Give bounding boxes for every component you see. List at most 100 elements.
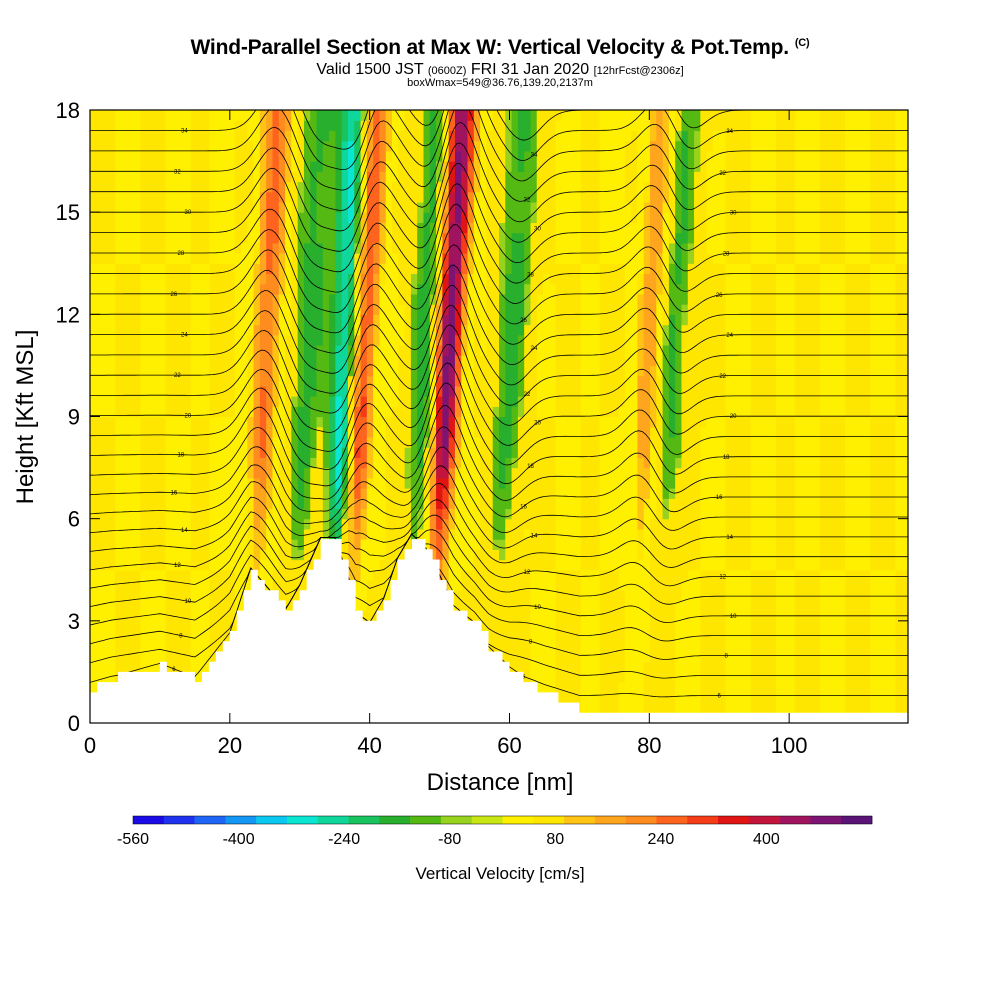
velocity-cell	[228, 385, 236, 397]
velocity-cell	[549, 620, 557, 632]
velocity-cell	[152, 569, 160, 581]
velocity-cell	[480, 344, 488, 356]
velocity-cell	[241, 201, 248, 213]
velocity-cell	[593, 222, 601, 234]
velocity-cell	[517, 631, 525, 642]
velocity-cell	[392, 201, 399, 213]
velocity-cell	[530, 130, 538, 142]
velocity-cell	[291, 539, 299, 550]
velocity-cell	[121, 365, 129, 377]
velocity-cell	[222, 324, 230, 336]
velocity-cell	[291, 559, 299, 571]
velocity-cell	[121, 406, 129, 418]
velocity-cell	[259, 508, 267, 520]
velocity-cell	[347, 355, 355, 367]
velocity-cell	[184, 426, 192, 438]
velocity-cell	[303, 365, 311, 377]
velocity-cell	[215, 457, 223, 469]
velocity-cell	[436, 304, 443, 315]
velocity-cell	[215, 242, 223, 254]
velocity-cell	[259, 334, 267, 346]
velocity-cell	[140, 569, 148, 581]
velocity-cell	[228, 314, 236, 326]
velocity-cell	[196, 365, 204, 377]
velocity-cell	[379, 181, 387, 193]
velocity-cell	[134, 457, 141, 469]
velocity-cell	[165, 651, 173, 663]
velocity-cell	[461, 365, 469, 377]
velocity-cell	[492, 140, 500, 152]
velocity-cell	[303, 385, 311, 397]
velocity-cell	[436, 273, 443, 285]
velocity-cell	[228, 436, 236, 448]
velocity-cell	[310, 314, 318, 326]
velocity-cell	[178, 191, 185, 203]
velocity-cell	[555, 396, 563, 407]
velocity-cell	[247, 559, 255, 571]
velocity-cell	[580, 293, 588, 305]
velocity-cell	[511, 232, 519, 244]
velocity-cell	[259, 253, 267, 264]
velocity-cell	[467, 528, 475, 540]
velocity-cell	[480, 191, 488, 203]
velocity-cell	[404, 436, 412, 448]
velocity-cell	[549, 549, 557, 561]
velocity-cell	[543, 600, 550, 612]
velocity-cell	[152, 651, 160, 663]
velocity-cell	[555, 651, 563, 663]
velocity-cell	[140, 661, 148, 673]
velocity-cell	[511, 344, 519, 356]
velocity-cell	[511, 304, 519, 315]
velocity-cell	[127, 201, 135, 213]
velocity-cell	[587, 641, 594, 653]
velocity-cell	[127, 569, 135, 581]
velocity-cell	[549, 212, 557, 223]
velocity-cell	[373, 314, 381, 326]
velocity-cell	[398, 242, 406, 254]
velocity-cell	[165, 396, 173, 407]
velocity-cell	[347, 477, 355, 489]
velocity-cell	[467, 508, 475, 520]
velocity-cell	[536, 488, 544, 499]
velocity-cell	[543, 518, 550, 530]
velocity-cell	[134, 549, 141, 561]
velocity-cell	[423, 232, 431, 244]
velocity-cell	[316, 232, 324, 244]
velocity-cell	[272, 242, 280, 254]
velocity-cell	[599, 150, 607, 162]
velocity-cell	[599, 355, 607, 367]
velocity-cell	[266, 212, 274, 223]
velocity-cell	[354, 283, 362, 295]
velocity-cell	[215, 191, 223, 203]
velocity-cell	[599, 212, 607, 223]
velocity-cell	[423, 396, 431, 407]
velocity-cell	[347, 569, 355, 581]
chart-title: Wind-Parallel Section at Max W: Vertical…	[0, 36, 1000, 60]
velocity-cell	[335, 293, 343, 305]
velocity-cell	[272, 467, 280, 479]
velocity-cell	[278, 191, 286, 203]
velocity-cell	[536, 293, 544, 305]
velocity-cell	[423, 488, 431, 499]
velocity-cell	[341, 365, 349, 377]
velocity-cell	[272, 355, 280, 367]
velocity-cell	[568, 620, 576, 632]
velocity-cell	[530, 406, 538, 418]
velocity-cell	[524, 518, 532, 530]
velocity-cell	[285, 283, 292, 295]
velocity-cell	[373, 385, 381, 397]
velocity-cell	[429, 293, 437, 305]
velocity-cell	[121, 212, 129, 223]
velocity-cell	[96, 641, 104, 653]
velocity-cell	[360, 181, 368, 193]
velocity-cell	[121, 293, 129, 305]
velocity-cell	[442, 508, 450, 520]
velocity-cell	[555, 201, 563, 213]
velocity-cell	[196, 436, 204, 448]
velocity-cell	[190, 467, 198, 479]
velocity-cell	[322, 293, 330, 305]
velocity-cell	[354, 569, 362, 581]
velocity-cell	[561, 671, 569, 683]
velocity-cell	[530, 416, 538, 428]
velocity-cell	[178, 120, 185, 132]
